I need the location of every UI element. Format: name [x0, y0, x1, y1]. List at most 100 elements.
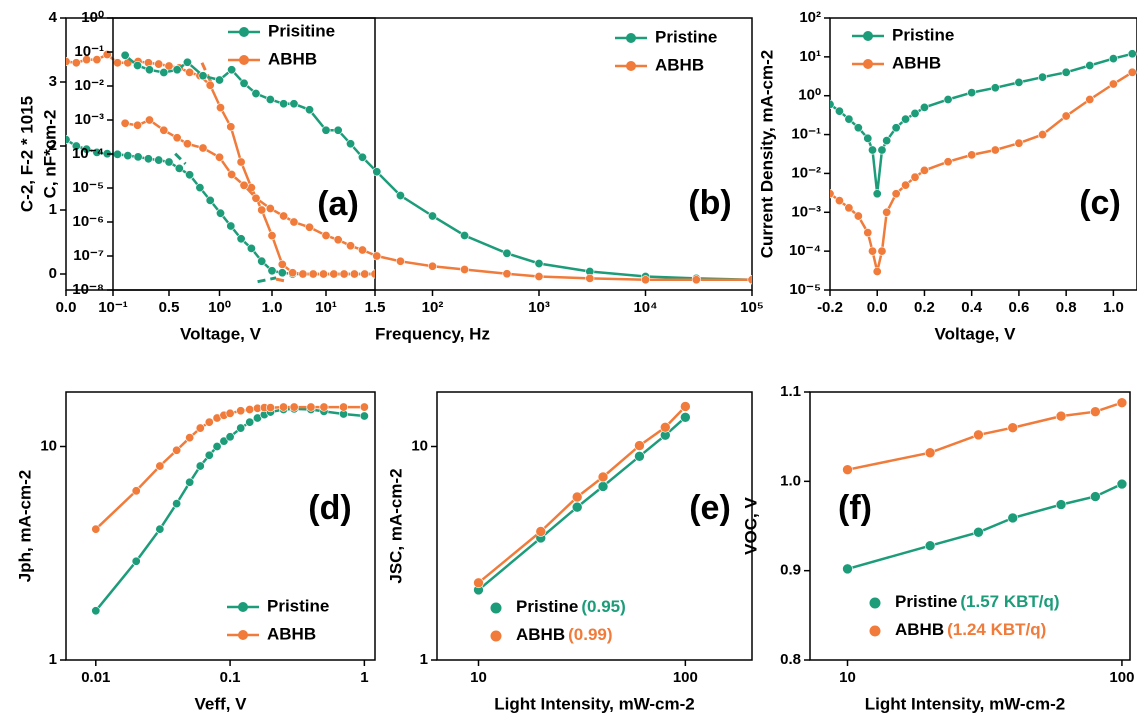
y-tick-label: 1 [49, 201, 57, 218]
y-tick-label: 1.1 [780, 383, 801, 400]
data-point [473, 577, 484, 589]
data-area [473, 401, 691, 596]
data-point [990, 145, 1000, 155]
x-tick-label: 10 [839, 669, 856, 686]
data-point [502, 269, 512, 279]
data-point [321, 125, 331, 135]
data-point [1007, 422, 1019, 434]
data-point [91, 606, 101, 616]
data-point [634, 450, 645, 462]
y-tick-label: 10⁰ [798, 87, 821, 104]
data-point [239, 78, 249, 88]
x-axis-label: Voltage, V [935, 324, 1017, 343]
data-point [943, 94, 953, 104]
y-tick-label: 10⁻³ [791, 203, 821, 220]
data-point [395, 191, 405, 201]
data-point [1055, 499, 1067, 510]
data-point [877, 246, 887, 256]
series-line [830, 71, 1133, 272]
y-tick-label: 10⁰ [81, 9, 104, 26]
data-point [863, 133, 873, 143]
x-tick-label: 0.01 [81, 669, 110, 686]
data-point [305, 105, 315, 115]
y-tick-label: 10⁻⁸ [72, 281, 104, 298]
data-point [853, 211, 863, 221]
data-point [1090, 491, 1101, 502]
data-point [159, 125, 169, 135]
data-point [571, 491, 583, 503]
x-tick-label: 0.0 [56, 299, 77, 316]
data-point [277, 268, 287, 278]
data-point [143, 154, 153, 164]
x-tick-label: 1.5 [365, 299, 386, 316]
data-point [901, 114, 911, 124]
data-area [830, 49, 1137, 276]
data-point [245, 417, 255, 427]
data-point [133, 120, 143, 130]
data-point [691, 275, 701, 285]
data-point [842, 464, 853, 476]
data-point [215, 75, 225, 85]
data-point [597, 481, 609, 492]
legend-label: Prisitine [268, 21, 335, 40]
data-point [329, 269, 339, 279]
data-point [339, 269, 349, 279]
x-axis-label: Veff, V [195, 694, 248, 713]
data-point [1014, 138, 1024, 148]
y-tick-label: 10⁻³ [74, 111, 104, 128]
y-tick-label: 10⁻² [74, 77, 104, 94]
data-point [257, 205, 267, 215]
data-point [349, 269, 359, 279]
series-line [124, 54, 752, 282]
data-point [1090, 406, 1101, 417]
data-point [502, 248, 512, 258]
y-tick-label: 10¹ [799, 48, 821, 65]
legend-marker [869, 625, 881, 637]
data-point [267, 231, 277, 241]
y-axis-label: VOC, V [741, 497, 760, 555]
data-point [1061, 67, 1071, 77]
data-point [868, 145, 878, 155]
data-point [71, 58, 81, 68]
data-point [1055, 410, 1067, 422]
data-point [164, 157, 174, 167]
data-point [185, 433, 195, 443]
y-tick-label: 1.0 [780, 472, 801, 489]
data-point [308, 269, 318, 279]
x-tick-label: 1.0 [262, 299, 283, 316]
legend-marker [238, 602, 248, 612]
y-tick-label: 10 [40, 437, 57, 454]
legend-marker [490, 602, 502, 614]
data-point [844, 114, 854, 124]
data-point [1116, 478, 1128, 490]
panel-label: (e) [689, 489, 731, 527]
data-point [288, 268, 298, 278]
data-point [1085, 94, 1095, 104]
data-point [357, 152, 367, 162]
data-point [842, 563, 853, 575]
data-area [120, 50, 752, 285]
x-axis-label: Light Intensity, mW-cm-2 [865, 694, 1066, 713]
data-point [1038, 72, 1048, 82]
data-point [227, 65, 237, 75]
data-point [279, 99, 289, 109]
data-point [251, 89, 261, 99]
data-point [919, 102, 929, 112]
data-point [155, 524, 165, 534]
data-point [144, 115, 154, 125]
data-point [305, 222, 315, 232]
y-tick-label: 3 [49, 73, 57, 90]
y-tick-label: 10⁻⁶ [72, 213, 104, 230]
data-point [680, 412, 691, 423]
data-point [236, 234, 246, 244]
legend-label: Pristine (1.57 KBT/q) [895, 592, 1060, 611]
data-point [66, 57, 71, 67]
data-point [205, 195, 215, 205]
data-point [212, 442, 222, 452]
data-point [298, 269, 308, 279]
legend-label: ABHB [268, 49, 317, 68]
data-point [973, 429, 984, 441]
x-tick-label: 0.8 [1056, 299, 1077, 316]
data-point [265, 95, 275, 105]
data-point [92, 147, 102, 157]
